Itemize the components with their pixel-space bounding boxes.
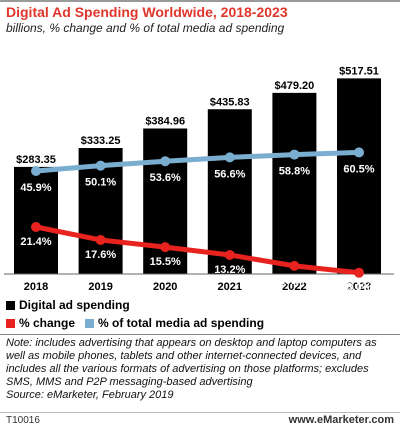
change-label-2018: 21.4% bbox=[20, 236, 51, 248]
share-line bbox=[35, 149, 360, 174]
source-text: Source: eMarketer, February 2019 bbox=[6, 389, 174, 401]
share-point-2018 bbox=[31, 166, 41, 176]
share-label-2022: 58.8% bbox=[279, 166, 310, 178]
legend-row-1: Digital ad spending bbox=[6, 298, 130, 312]
top-rule bbox=[0, 0, 400, 2]
change-label-2021: 13.2% bbox=[214, 264, 245, 276]
legend-label-spending: Digital ad spending bbox=[19, 298, 130, 312]
x-tick-2019: 2019 bbox=[88, 281, 112, 293]
bar-2021 bbox=[207, 109, 252, 275]
chart-subtitle: billions, % change and % of total media … bbox=[6, 21, 285, 35]
change-label-2022: 10.0% bbox=[279, 275, 310, 287]
change-point-2020 bbox=[160, 242, 171, 253]
x-tick-2020: 2020 bbox=[153, 281, 177, 293]
note-block: Note: includes advertising that appears … bbox=[6, 337, 398, 402]
legend-label-share: % of total media ad spending bbox=[98, 316, 265, 330]
x-tick-2018: 2018 bbox=[24, 281, 48, 293]
bar-label-2019: $333.25 bbox=[81, 135, 121, 147]
share-point-2022 bbox=[289, 149, 300, 160]
share-label-2019: 50.1% bbox=[85, 177, 116, 189]
change-point-2021 bbox=[224, 249, 235, 260]
x-tick-2022: 2022 bbox=[282, 281, 306, 293]
change-label-2019: 17.6% bbox=[85, 249, 116, 261]
legend-swatch-share bbox=[85, 319, 95, 328]
share-label-2020: 53.6% bbox=[150, 172, 181, 184]
chart-id: T10016 bbox=[6, 415, 40, 426]
chart-plot: $283.35 $333.25 $384.96 $435.83 $479.20 $517.… bbox=[4, 65, 394, 294]
change-label-2023: 8.0% bbox=[346, 282, 371, 294]
change-point-2019 bbox=[95, 234, 106, 245]
bar-2020 bbox=[143, 128, 188, 274]
legend-row-2: % change % of total media ad spending bbox=[6, 316, 264, 330]
change-line bbox=[35, 224, 360, 276]
share-point-2020 bbox=[160, 156, 171, 167]
share-label-2023: 60.5% bbox=[343, 163, 374, 175]
footer-divider bbox=[0, 412, 400, 413]
chart-title: Digital Ad Spending Worldwide, 2018-2023 bbox=[6, 4, 288, 20]
bar-label-2023: $517.51 bbox=[339, 65, 379, 77]
legend-label-change: % change bbox=[19, 316, 76, 330]
change-point-2022 bbox=[289, 260, 300, 271]
x-tick-2023: 2023 bbox=[347, 281, 371, 293]
bar-label-2020: $384.96 bbox=[145, 115, 185, 127]
bar-2022 bbox=[272, 92, 317, 274]
share-point-2021 bbox=[224, 152, 235, 163]
bar-label-2018: $283.35 bbox=[16, 154, 56, 166]
bar-2023 bbox=[337, 78, 381, 274]
x-tick-2021: 2021 bbox=[218, 281, 242, 293]
change-label-2020: 15.5% bbox=[150, 256, 181, 268]
legend-swatch-change bbox=[6, 319, 15, 328]
brand-url: www.eMarketer.com bbox=[288, 414, 394, 426]
share-point-2023 bbox=[354, 147, 364, 158]
change-point-2023 bbox=[354, 267, 364, 278]
bar-label-2022: $479.20 bbox=[275, 80, 315, 92]
note-divider bbox=[0, 334, 400, 335]
bar-2018 bbox=[14, 166, 58, 274]
bar-label-2021: $435.83 bbox=[210, 96, 250, 108]
share-label-2021: 56.6% bbox=[214, 168, 245, 180]
share-point-2019 bbox=[95, 160, 106, 171]
legend-swatch-spending bbox=[6, 301, 15, 310]
change-point-2018 bbox=[31, 222, 41, 232]
note-text: Note: includes advertising that appears … bbox=[6, 337, 377, 388]
share-label-2018: 45.9% bbox=[20, 182, 51, 194]
